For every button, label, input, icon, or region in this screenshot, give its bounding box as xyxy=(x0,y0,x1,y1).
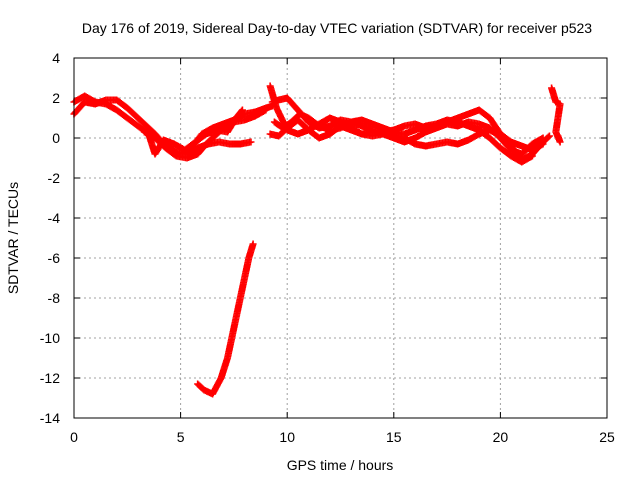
x-axis-label: GPS time / hours xyxy=(287,457,394,473)
series-track-10 xyxy=(194,240,257,398)
y-tick-label: -4 xyxy=(48,210,61,226)
y-tick-label: 4 xyxy=(52,50,60,66)
x-tick-label: 25 xyxy=(599,429,615,445)
series-track-7 xyxy=(270,110,536,166)
series-track-8 xyxy=(266,116,547,158)
data-point xyxy=(539,140,547,148)
y-tick-label: -10 xyxy=(40,330,60,346)
x-tick-label: 15 xyxy=(386,429,402,445)
y-axis-label: SDTVAR / TECUs xyxy=(5,182,21,294)
data-point xyxy=(247,138,255,146)
data-point xyxy=(544,133,552,141)
y-tick-label: 0 xyxy=(52,130,60,146)
plot-frame xyxy=(73,57,608,419)
x-tick-label: 20 xyxy=(493,429,509,445)
data-point xyxy=(249,240,257,248)
grid xyxy=(74,58,607,418)
series-track-9 xyxy=(548,84,564,146)
data-point xyxy=(539,134,547,142)
y-tick-label: -2 xyxy=(48,170,61,186)
x-tick-label: 10 xyxy=(279,429,295,445)
y-tick-label: -12 xyxy=(40,370,60,386)
data-point xyxy=(528,152,536,160)
y-tick-label: -8 xyxy=(48,290,61,306)
y-tick-label: -14 xyxy=(40,410,60,426)
data-point xyxy=(545,132,553,140)
data-points xyxy=(70,82,564,398)
axis-ticks: 420-2-4-6-8-10-12-140 5 10 15 20 25 xyxy=(40,50,615,445)
chart-title: Day 176 of 2019, Sidereal Day-to-day VTE… xyxy=(82,20,592,36)
y-tick-label: 2 xyxy=(52,90,60,106)
x-tick-label: 0 xyxy=(70,429,78,445)
y-tick-label: -6 xyxy=(48,250,61,266)
x-tick-label: 5 xyxy=(177,429,185,445)
data-point xyxy=(554,132,562,140)
